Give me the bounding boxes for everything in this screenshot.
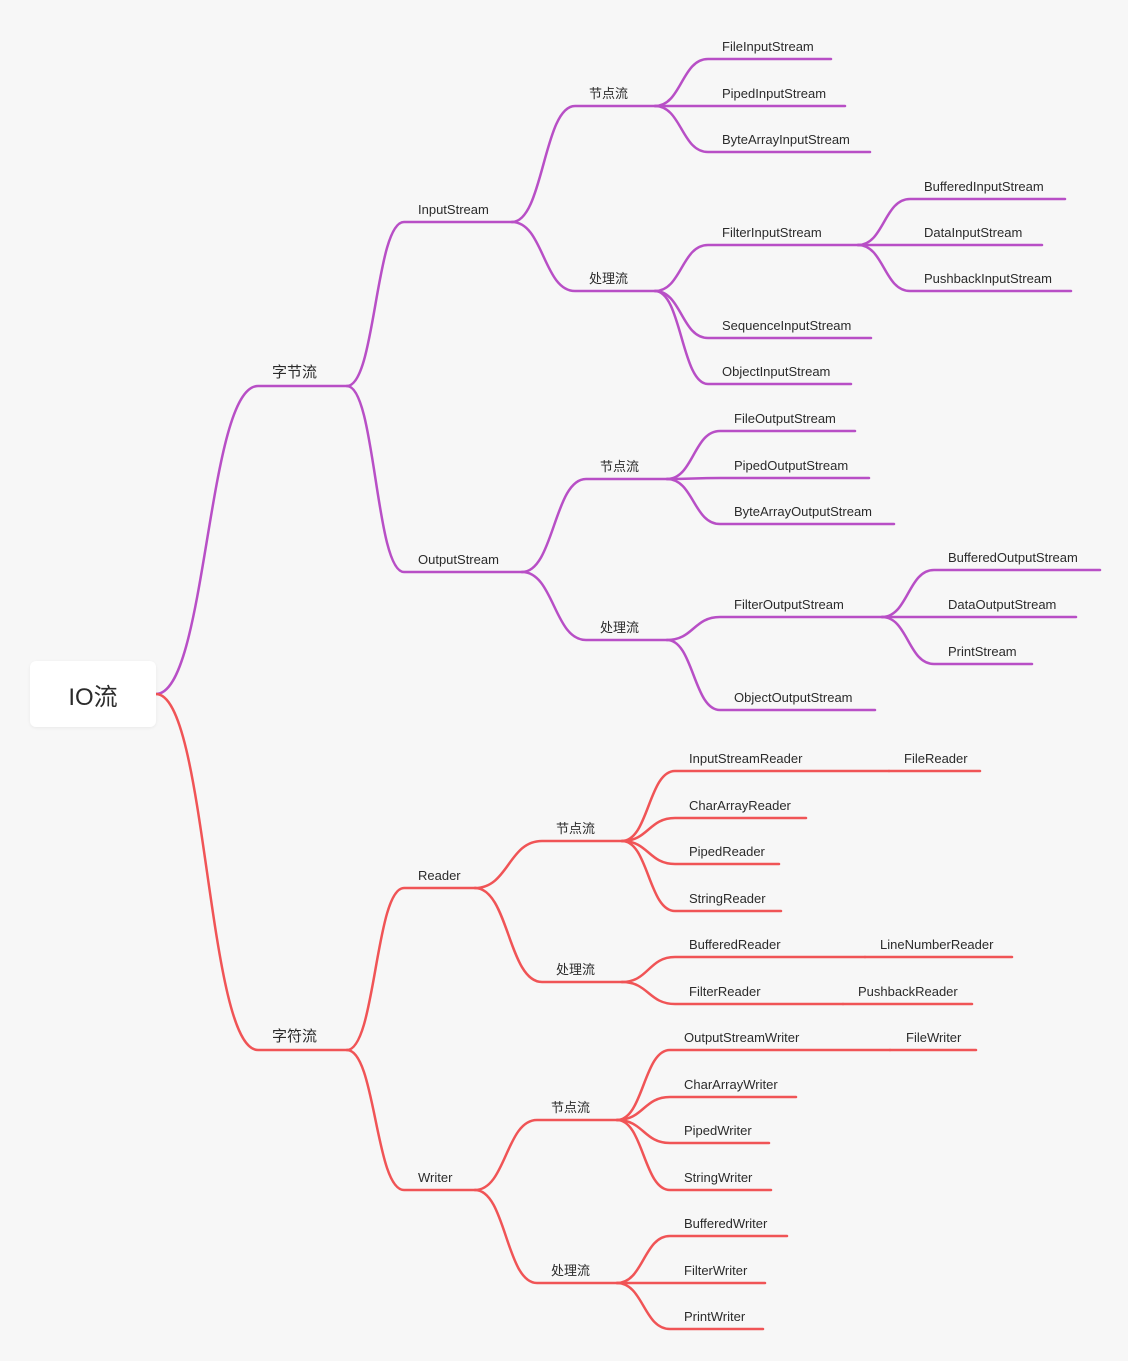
leaf-chararrayreader[interactable]: CharArrayReader xyxy=(689,798,791,813)
connector-leaf-bufferedoutputstream xyxy=(880,568,1102,619)
leaf-bytearrayoutputstream[interactable]: ByteArrayOutputStream xyxy=(734,504,872,519)
connector-node-writer xyxy=(345,1048,477,1192)
connector-leaf-pipedoutputstream xyxy=(665,476,871,481)
connector-node-writer-processing-stream xyxy=(473,1188,619,1285)
connector-leaf-chararraywriter xyxy=(615,1095,798,1122)
leaf-stringreader[interactable]: StringReader xyxy=(689,891,766,906)
connector-leaf-stringreader xyxy=(620,839,783,913)
connector-leaf-pipedreader xyxy=(620,839,781,866)
node-is-node-stream[interactable]: 节点流 xyxy=(589,86,629,101)
connector-leaf-outputstreamwriter xyxy=(615,1048,892,1122)
leaf-pushbackreader[interactable]: PushbackReader xyxy=(858,984,958,999)
connector-leaf-pipedwriter xyxy=(615,1118,771,1145)
leaf-chararraywriter[interactable]: CharArrayWriter xyxy=(684,1077,778,1092)
leaf-inputstreamreader[interactable]: InputStreamReader xyxy=(689,751,803,766)
leaf-bufferedwriter[interactable]: BufferedWriter xyxy=(684,1216,768,1231)
connector-leaf-bytearrayoutputstream xyxy=(665,477,896,526)
connector-leaf-stringwriter xyxy=(615,1118,773,1192)
connector-leaf-printstream xyxy=(880,615,1034,666)
node-outputstream[interactable]: OutputStream xyxy=(418,552,499,567)
leaf-dataoutputstream[interactable]: DataOutputStream xyxy=(948,597,1057,612)
connector-leaf-fileinputstream xyxy=(653,57,833,108)
connector-node-inputstream xyxy=(345,220,514,388)
leaf-printstream[interactable]: PrintStream xyxy=(948,644,1017,659)
connector-leaf-fileoutputstream xyxy=(665,429,857,481)
node-filterinputstream[interactable]: FilterInputStream xyxy=(722,225,822,240)
connector-leaf-objectoutputstream xyxy=(665,638,877,712)
connector-leaf-objectinputstream xyxy=(653,289,853,386)
connector-node-writer-node-stream xyxy=(473,1118,619,1192)
connector-node-reader xyxy=(345,886,477,1052)
leaf-bufferedreader[interactable]: BufferedReader xyxy=(689,937,781,952)
leaf-linenumberreader[interactable]: LineNumberReader xyxy=(880,937,994,952)
root-label: IO流 xyxy=(68,683,118,711)
branch-byte-stream[interactable]: 字节流 xyxy=(272,364,318,381)
connector-leaf-bytearrayinputstream xyxy=(653,104,872,154)
connector-node-filterinputstream xyxy=(653,243,860,293)
connector-branch-char-stream xyxy=(154,692,349,1052)
connector-node-reader-processing-stream xyxy=(473,886,624,984)
connector-leaf-inputstreamreader xyxy=(620,769,891,843)
leaf-objectoutputstream[interactable]: ObjectOutputStream xyxy=(734,690,853,705)
connector-node-filteroutputstream xyxy=(665,615,884,642)
leaf-pipedinputstream[interactable]: PipedInputStream xyxy=(722,86,827,101)
node-reader[interactable]: Reader xyxy=(418,868,461,883)
leaf-filterwriter[interactable]: FilterWriter xyxy=(684,1263,748,1278)
connector-leaf-printwriter xyxy=(615,1281,765,1331)
connector-branch-byte-stream xyxy=(154,384,349,696)
connector-leaf-chararrayreader xyxy=(620,816,808,843)
leaf-fileoutputstream[interactable]: FileOutputStream xyxy=(734,411,836,426)
node-writer-node-stream[interactable]: 节点流 xyxy=(551,1100,591,1115)
leaf-pipedoutputstream[interactable]: PipedOutputStream xyxy=(734,458,849,473)
branch-char-stream[interactable]: 字符流 xyxy=(272,1028,318,1045)
connector-leaf-bufferedinputstream xyxy=(856,197,1067,247)
connector-node-reader-node-stream xyxy=(473,839,624,890)
leaf-bufferedinputstream[interactable]: BufferedInputStream xyxy=(924,179,1044,194)
leaf-objectinputstream[interactable]: ObjectInputStream xyxy=(722,364,831,379)
connector-node-outputstream xyxy=(345,384,524,574)
node-writer[interactable]: Writer xyxy=(418,1170,453,1185)
leaf-bytearrayinputstream[interactable]: ByteArrayInputStream xyxy=(722,132,850,147)
leaf-pipedwriter[interactable]: PipedWriter xyxy=(684,1123,752,1138)
leaf-pipedreader[interactable]: PipedReader xyxy=(689,844,765,859)
node-filteroutputstream[interactable]: FilterOutputStream xyxy=(734,597,844,612)
connector-node-os-node-stream xyxy=(520,477,669,574)
leaf-printwriter[interactable]: PrintWriter xyxy=(684,1309,746,1324)
leaf-filterreader[interactable]: FilterReader xyxy=(689,984,761,999)
leaf-filewriter[interactable]: FileWriter xyxy=(906,1030,962,1045)
leaf-outputstreamwriter[interactable]: OutputStreamWriter xyxy=(684,1030,800,1045)
connector-leaf-filterreader xyxy=(620,980,845,1006)
node-os-node-stream[interactable]: 节点流 xyxy=(600,459,640,474)
node-reader-node-stream[interactable]: 节点流 xyxy=(556,821,596,836)
connector-leaf-bufferedreader xyxy=(620,955,867,984)
leaf-stringwriter[interactable]: StringWriter xyxy=(684,1170,753,1185)
leaf-fileinputstream[interactable]: FileInputStream xyxy=(722,39,814,54)
leaf-filereader[interactable]: FileReader xyxy=(904,751,968,766)
leaf-datainputstream[interactable]: DataInputStream xyxy=(924,225,1023,240)
node-os-processing-stream[interactable]: 处理流 xyxy=(600,620,640,635)
connector-leaf-pushbackinputstream xyxy=(856,243,1073,293)
root-node[interactable]: IO流 xyxy=(30,661,156,727)
node-is-processing-stream[interactable]: 处理流 xyxy=(589,271,629,286)
connector-leaf-bufferedwriter xyxy=(615,1234,789,1285)
node-reader-processing-stream[interactable]: 处理流 xyxy=(556,962,596,977)
leaf-bufferedoutputstream[interactable]: BufferedOutputStream xyxy=(948,550,1078,565)
connector-node-os-processing-stream xyxy=(520,570,669,642)
node-inputstream[interactable]: InputStream xyxy=(418,202,489,217)
connector-node-is-processing-stream xyxy=(510,220,657,293)
leaf-pushbackinputstream[interactable]: PushbackInputStream xyxy=(924,271,1052,286)
node-writer-processing-stream[interactable]: 处理流 xyxy=(551,1263,591,1278)
connector-node-is-node-stream xyxy=(510,104,657,224)
leaf-sequenceinputstream[interactable]: SequenceInputStream xyxy=(722,318,852,333)
